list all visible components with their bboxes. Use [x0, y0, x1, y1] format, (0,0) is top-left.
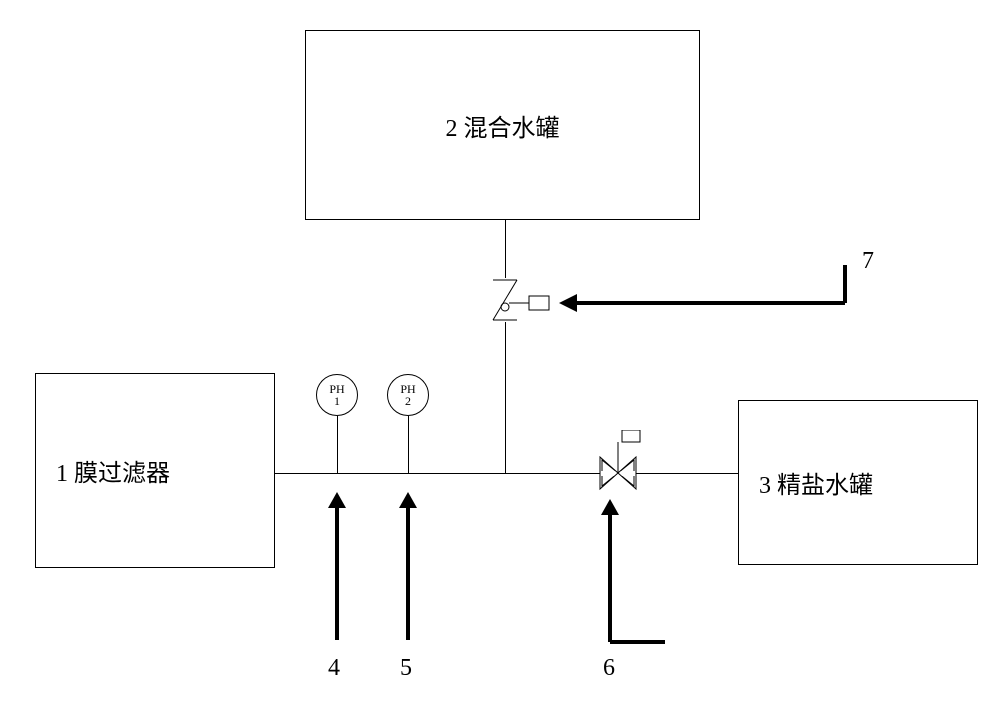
callout-5-number: 5	[400, 655, 412, 682]
valve-6-body-icon	[598, 455, 642, 491]
box-mixing-tank: 2 混合水罐	[305, 30, 700, 220]
box-2-label: 2 混合水罐	[446, 108, 560, 143]
callout-7-number: 7	[862, 248, 874, 275]
ph-1-bottom: 1	[334, 395, 340, 407]
box-refined-brine-tank: 3 精盐水罐	[738, 400, 978, 565]
box-1-label: 1 膜过滤器	[56, 453, 170, 488]
ph-2-bottom: 2	[405, 395, 411, 407]
ph-2-stem	[408, 416, 409, 473]
callout-6-number: 6	[603, 655, 615, 682]
callout-4-number: 4	[328, 655, 340, 682]
valve-6-body	[598, 455, 642, 496]
callout-5-arrow	[391, 490, 425, 645]
ph-1-stem	[337, 416, 338, 473]
ph-sensor-1: PH 1	[316, 374, 358, 473]
callout-4-arrow	[320, 490, 354, 645]
callout-6-arrow	[555, 497, 675, 647]
ph-2-circle: PH 2	[387, 374, 429, 416]
callout-7-arrow	[555, 255, 855, 325]
pipe-main-horizontal	[275, 473, 738, 474]
box-membrane-filter: 1 膜过滤器	[35, 373, 275, 568]
ph-1-circle: PH 1	[316, 374, 358, 416]
pipe-vertical	[505, 220, 506, 473]
box-3-label: 3 精盐水罐	[759, 465, 873, 500]
ph-sensor-2: PH 2	[387, 374, 429, 473]
